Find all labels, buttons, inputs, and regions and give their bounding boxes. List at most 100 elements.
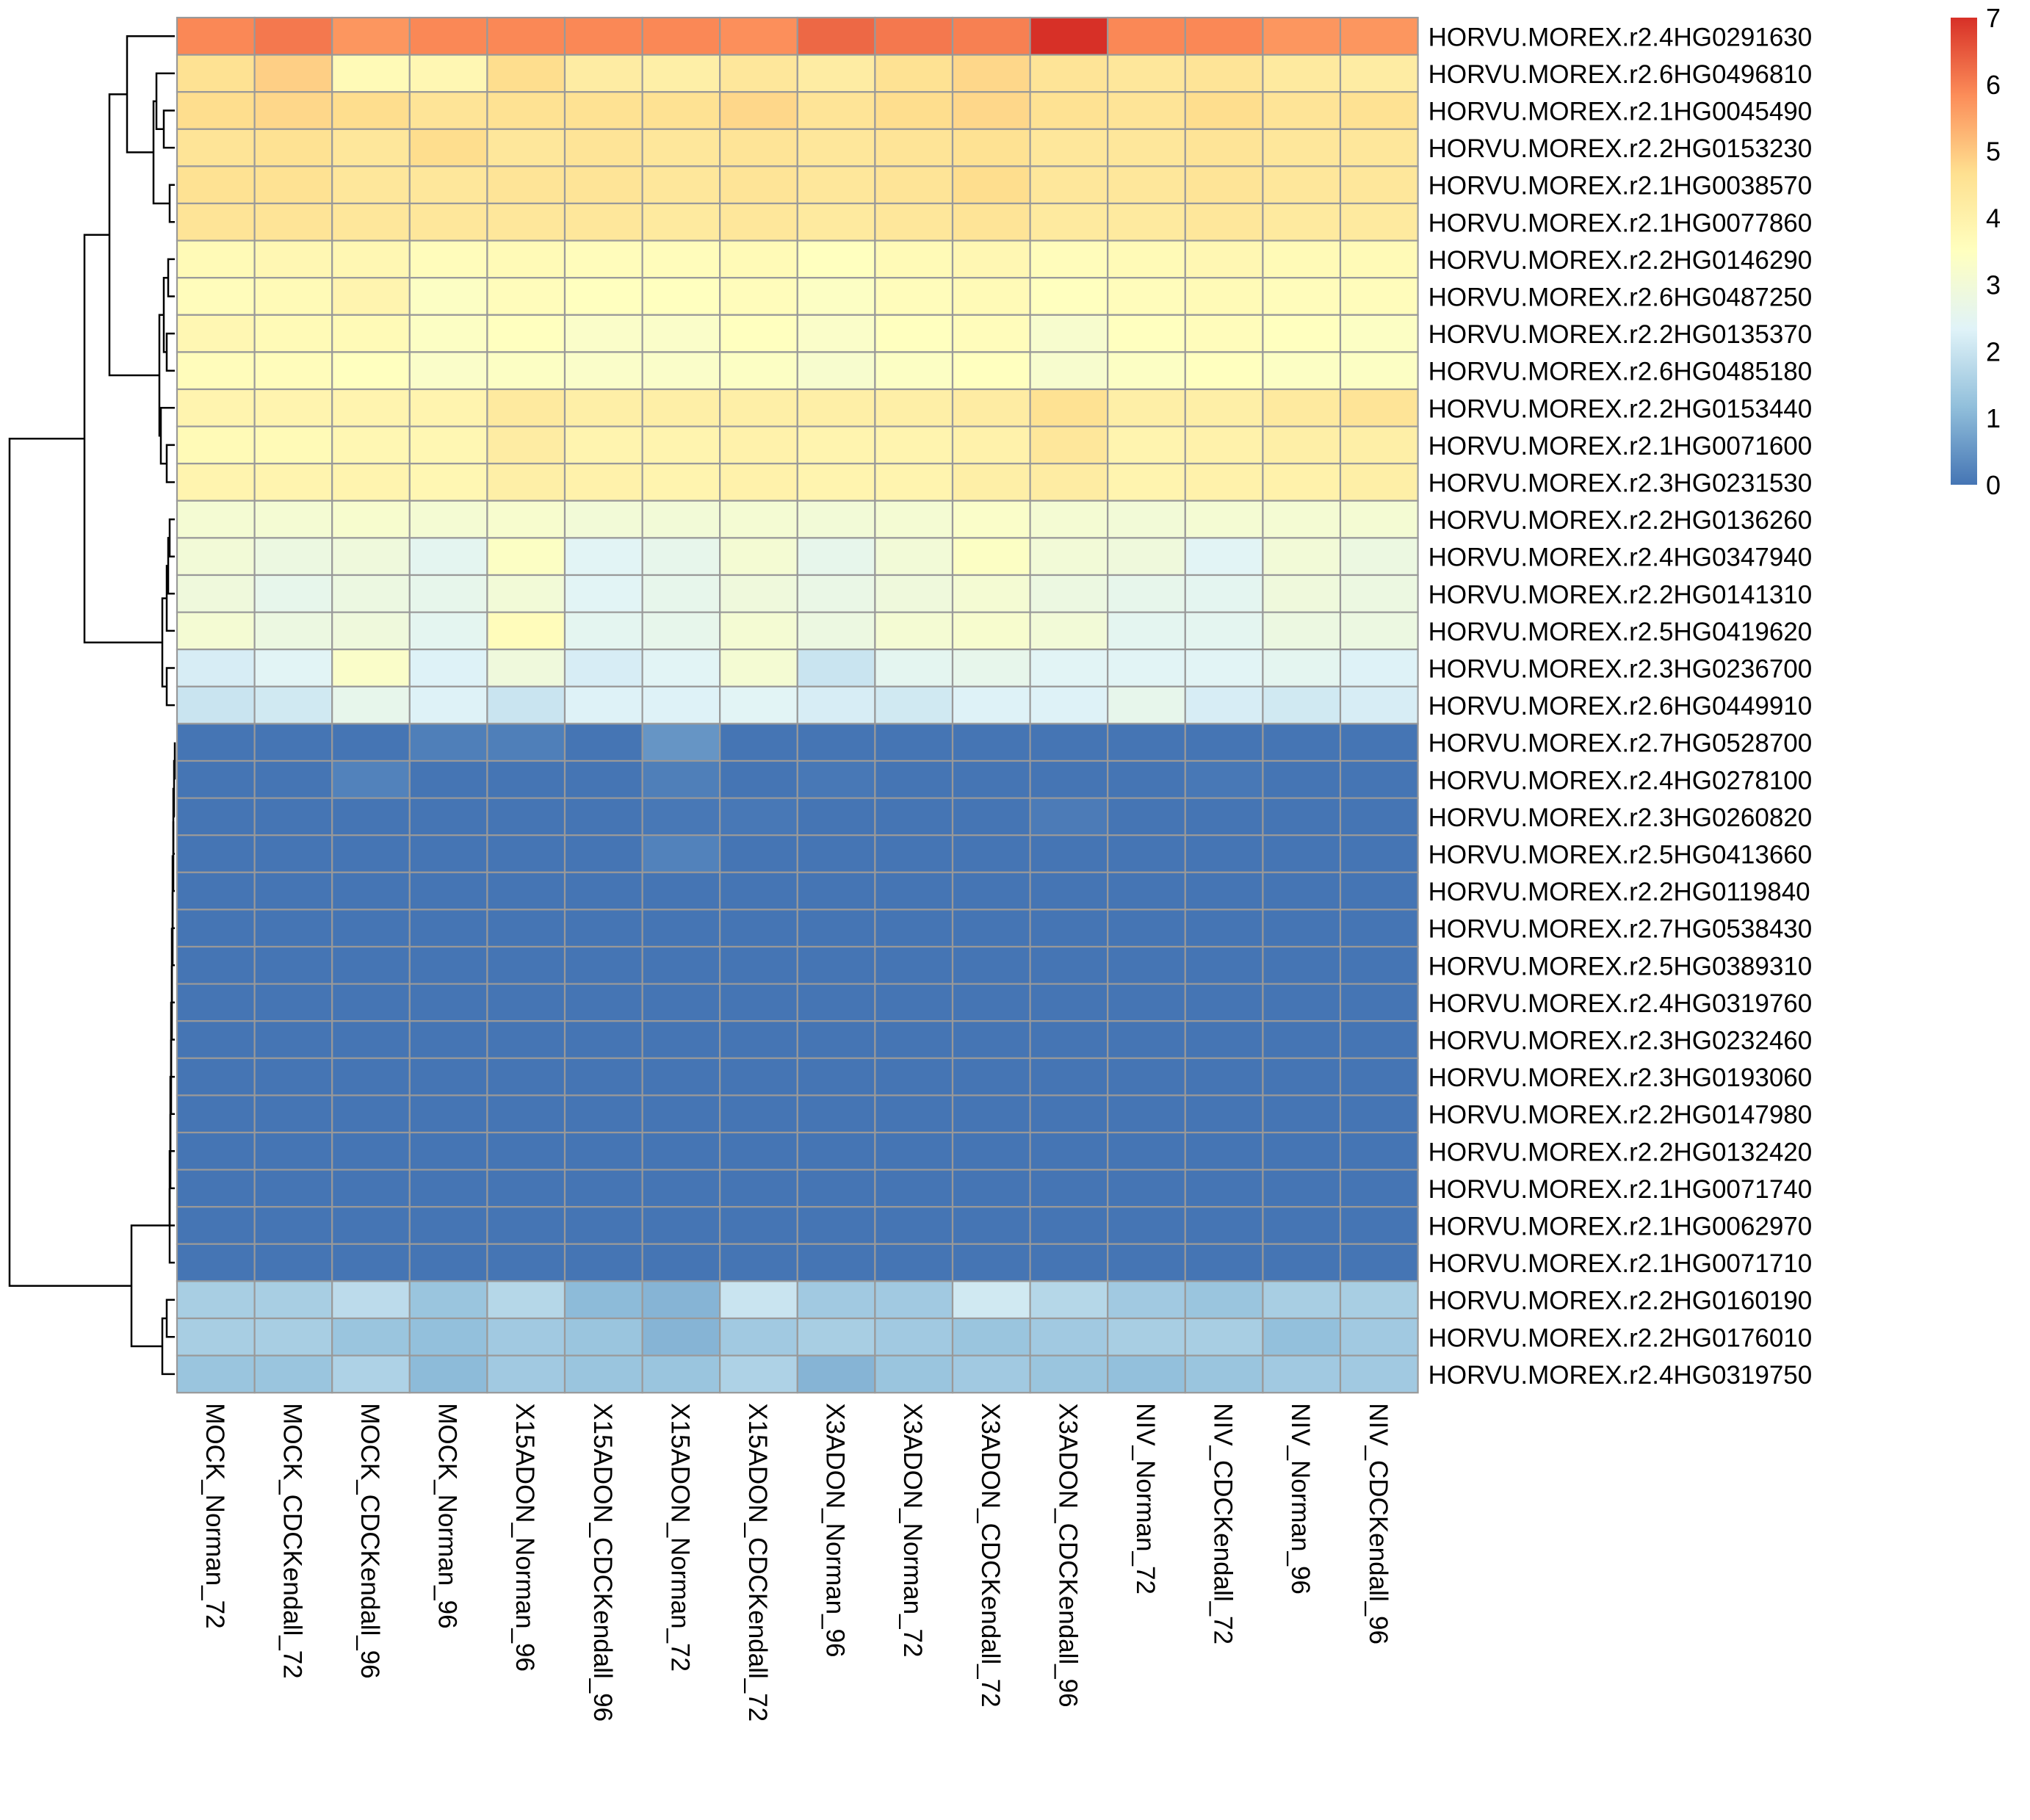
heatmap-cell (1184, 685, 1264, 725)
heatmap-cell (1107, 983, 1186, 1022)
row-label: HORVU.MOREX.r2.2HG0153440 (1428, 394, 1813, 423)
heatmap-cell (331, 388, 411, 427)
heatmap-cell (1184, 128, 1264, 167)
heatmap-cell (1339, 537, 1419, 577)
heatmap-cell (1107, 314, 1186, 353)
heatmap-cell (331, 1057, 411, 1097)
heatmap-cell (1029, 16, 1109, 56)
heatmap-cell (253, 239, 333, 279)
column-label: X15ADON_CDCKendall_96 (588, 1403, 617, 1722)
heatmap-cell (641, 54, 721, 93)
heatmap-cell (563, 1243, 643, 1282)
heatmap-cell (1029, 128, 1109, 167)
heatmap-cell (253, 165, 333, 205)
heatmap-cell (331, 759, 411, 799)
heatmap-cell (1107, 54, 1186, 93)
heatmap-cell (176, 425, 256, 465)
heatmap-cell (1029, 1354, 1109, 1394)
row-label: HORVU.MOREX.r2.5HG0389310 (1428, 952, 1813, 981)
heatmap-cell (253, 1354, 333, 1394)
heatmap-cell (951, 1169, 1031, 1208)
heatmap-cell (641, 759, 721, 799)
heatmap-cell (331, 425, 411, 465)
heatmap-cell (1184, 1020, 1264, 1059)
heatmap-cell (563, 537, 643, 577)
heatmap-cell (563, 797, 643, 837)
heatmap-cell (563, 388, 643, 427)
heatmap-cell (331, 277, 411, 316)
heatmap-cell (408, 945, 488, 985)
heatmap-cell (1262, 1206, 1342, 1245)
heatmap-cell (1339, 1057, 1419, 1097)
heatmap-cell (641, 463, 721, 502)
heatmap-cell (253, 1280, 333, 1320)
dendrogram-branch (170, 928, 175, 1004)
heatmap-cell (874, 1317, 954, 1357)
heatmap-cell (253, 537, 333, 577)
heatmap-cell (719, 463, 798, 502)
heatmap-cell (1029, 1057, 1109, 1097)
heatmap-cell (641, 165, 721, 205)
dendrogram-branch (168, 184, 175, 223)
heatmap-cell (1262, 499, 1342, 539)
heatmap-cell (176, 834, 256, 873)
heatmap-cell (1184, 1057, 1264, 1097)
heatmap-cell (1029, 202, 1109, 242)
heatmap-cell (408, 499, 488, 539)
heatmap-cell (1184, 537, 1264, 577)
heatmap-cell (486, 239, 566, 279)
heatmap-cell (1339, 909, 1419, 948)
heatmap-cell (719, 128, 798, 167)
heatmap-cell (176, 649, 256, 687)
column-label: X3ADON_Norman_96 (821, 1403, 850, 1657)
heatmap-cell (1339, 1206, 1419, 1245)
heatmap-cell (176, 351, 256, 391)
heatmap-cell (408, 611, 488, 651)
heatmap-cell (719, 797, 798, 837)
heatmap-cell (874, 871, 954, 911)
heatmap-cell (641, 797, 721, 837)
heatmap-cell (1339, 1354, 1419, 1394)
heatmap-cell (951, 759, 1031, 799)
heatmap-cell (176, 574, 256, 613)
heatmap-cell (1339, 1169, 1419, 1208)
heatmap-cell (1262, 202, 1342, 242)
heatmap-cell (1107, 759, 1186, 799)
heatmap-cell (951, 165, 1031, 205)
heatmap-cell (1107, 1057, 1186, 1097)
heatmap-cell (951, 1131, 1031, 1171)
heatmap-cell (1029, 1131, 1109, 1171)
heatmap-cell (253, 1243, 333, 1282)
heatmap-cell (874, 1280, 954, 1320)
heatmap-cell (1262, 165, 1342, 205)
column-label: MOCK_CDCKendall_96 (355, 1403, 384, 1678)
heatmap-cell (874, 463, 954, 502)
heatmap-cell (719, 1020, 798, 1059)
heatmap-cell (1184, 1169, 1264, 1208)
heatmap-cell (1184, 1317, 1264, 1357)
heatmap-cell (176, 1131, 256, 1171)
row-label: HORVU.MOREX.r2.5HG0419620 (1428, 618, 1813, 646)
heatmap-cell (1184, 797, 1264, 837)
heatmap-cell (641, 91, 721, 130)
heatmap-cell (408, 834, 488, 873)
heatmap-cell (1184, 945, 1264, 985)
heatmap-cell (331, 1020, 411, 1059)
heatmap-cell (1339, 1317, 1419, 1357)
heatmap-cell (1184, 202, 1264, 242)
heatmap-cell (1339, 945, 1419, 985)
heatmap-cell (719, 202, 798, 242)
heatmap-cell (1262, 277, 1342, 316)
heatmap-cell (719, 983, 798, 1022)
heatmap-cell (253, 277, 333, 316)
heatmap-cell (719, 1243, 798, 1282)
heatmap-cell (951, 723, 1031, 762)
heatmap-cell (1184, 759, 1264, 799)
heatmap-cell (1029, 499, 1109, 539)
row-label: HORVU.MOREX.r2.1HG0071710 (1428, 1249, 1813, 1278)
heatmap-cell (1184, 1206, 1264, 1245)
heatmap-cell (1107, 537, 1186, 577)
heatmap-cell (176, 1243, 256, 1282)
heatmap-cell (1339, 239, 1419, 279)
heatmap-cell (486, 1057, 566, 1097)
